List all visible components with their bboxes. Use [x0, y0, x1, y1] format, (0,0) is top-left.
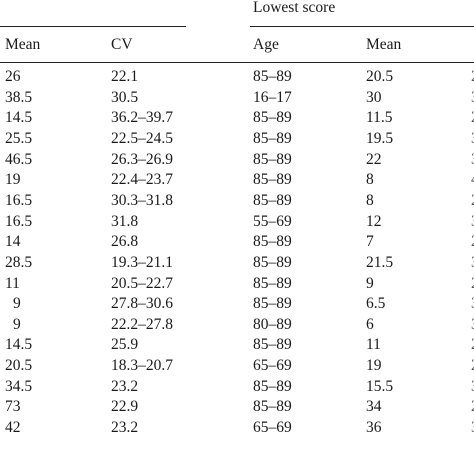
table-cell: 11 — [366, 336, 381, 354]
table-cell: 85–89 — [253, 295, 292, 313]
table-cell: 85–89 — [253, 68, 292, 85]
table-cell: 15.5 — [366, 377, 394, 395]
clipped-edge-glyph: 4 — [468, 171, 474, 189]
top-rule-right — [250, 26, 474, 27]
column-header-mean: Mean — [5, 36, 41, 53]
column-header-lowest-mean: Mean — [366, 36, 402, 53]
table-cell: 20.5–22.7 — [111, 274, 173, 292]
table-cell: 19 — [366, 357, 382, 375]
clipped-edge-glyph: 3 — [468, 378, 474, 396]
table-cell: 19 — [5, 171, 21, 189]
table-cell: 16.5 — [5, 191, 33, 209]
table-cell: 85–89 — [253, 191, 292, 209]
table-cell: 36 — [366, 419, 382, 437]
table-cell: 46.5 — [5, 150, 33, 168]
table-cell: 26 — [5, 68, 21, 85]
table-cell: 85–89 — [253, 398, 292, 416]
table-cell: 55–69 — [253, 212, 292, 230]
clipped-edge-glyph: 2 — [468, 398, 474, 416]
table-cell: 73 — [5, 398, 21, 416]
table-cell: 12 — [366, 212, 382, 230]
table-cell: 22 — [366, 150, 382, 168]
table-cell: 80–89 — [253, 315, 292, 333]
table-cell: 38.5 — [5, 88, 33, 106]
table-cell: 85–89 — [253, 171, 292, 189]
table-cell: 9 — [13, 315, 21, 333]
table-cell: 6 — [366, 315, 374, 333]
table-cell: 26.8 — [111, 233, 139, 251]
table-cell: 85–89 — [253, 274, 292, 292]
table-cell: 8 — [366, 171, 374, 189]
table-cell: 22.1 — [111, 68, 139, 85]
table-cell: 31.8 — [111, 212, 139, 230]
column-header-cv: CV — [111, 36, 133, 53]
table-cell: 23.2 — [111, 377, 139, 395]
table-cell: 65–69 — [253, 419, 292, 437]
table-cell: 11 — [5, 274, 20, 292]
clipped-edge-glyph: 3 — [468, 89, 474, 107]
clipped-edge-glyph: 2 — [468, 357, 474, 375]
table-cell: 22.5–24.5 — [111, 129, 173, 147]
table-cell: 18.3–20.7 — [111, 357, 173, 375]
table-cell: 85–89 — [253, 150, 292, 168]
table-cell: 8 — [366, 191, 374, 209]
table-cell: 85–89 — [253, 109, 292, 127]
table-cell: 16–17 — [253, 88, 292, 106]
clipped-edge-glyph: 3 — [468, 316, 474, 334]
table-cell: 85–89 — [253, 377, 292, 395]
table-cell: 19.3–21.1 — [111, 253, 173, 271]
clipped-edge-glyph: 2 — [468, 336, 474, 354]
table-cell: 21.5 — [366, 253, 394, 271]
header-rule — [0, 62, 474, 63]
table-cell: 9 — [366, 274, 374, 292]
table-cell: 14 — [5, 233, 21, 251]
table-cell: 20.5 — [366, 68, 394, 85]
table-cell: 14.5 — [5, 109, 33, 127]
clipped-edge-glyph: 3 — [468, 130, 474, 148]
clipped-edge-glyph: 2 — [468, 192, 474, 210]
table-cell: 22.4–23.7 — [111, 171, 173, 189]
table-cell: 30.5 — [111, 88, 139, 106]
column-header-age: Age — [253, 36, 279, 53]
table-cell: 34 — [366, 398, 382, 416]
table-cell: 85–89 — [253, 129, 292, 147]
clipped-edge-glyph: 3 — [468, 254, 474, 272]
table-cell: 25.5 — [5, 129, 33, 147]
table-cell: 6.5 — [366, 295, 386, 313]
table-cell: 34.5 — [5, 377, 33, 395]
top-rule-left — [0, 26, 186, 27]
table-cell: 42 — [5, 419, 21, 437]
group-header-lowest-score: Lowest score — [253, 0, 336, 16]
table-cell: 14.5 — [5, 336, 33, 354]
table-cell: 22.9 — [111, 398, 139, 416]
clipped-edge-glyph: 3 — [468, 213, 474, 231]
table-cell: 85–89 — [253, 253, 292, 271]
table-cell: 11.5 — [366, 109, 393, 127]
table-cell: 22.2–27.8 — [111, 315, 173, 333]
table-cell: 85–89 — [253, 336, 292, 354]
table-cell: 7 — [366, 233, 374, 251]
table-cell: 27.8–30.6 — [111, 295, 173, 313]
clipped-edge-glyph: 2 — [468, 233, 474, 251]
table-cell: 9 — [13, 295, 21, 313]
clipped-edge-glyph: 2 — [468, 68, 474, 86]
table-cell: 25.9 — [111, 336, 139, 354]
table-cell: 23.2 — [111, 419, 139, 437]
table-cell: 85–89 — [253, 233, 292, 251]
table-cell: 65–69 — [253, 357, 292, 375]
table-cell: 28.5 — [5, 253, 33, 271]
table-cell: 19.5 — [366, 129, 394, 147]
clipped-edge-glyph: 2 — [468, 109, 474, 127]
table-cell: 26.3–26.9 — [111, 150, 173, 168]
clipped-edge-glyph: 3 — [468, 151, 474, 169]
table-cell: 30 — [366, 88, 382, 106]
table-cell: 36.2–39.7 — [111, 109, 173, 127]
table-cell: 20.5 — [5, 357, 33, 375]
table-cell: 30.3–31.8 — [111, 191, 173, 209]
clipped-edge-glyph: 3 — [468, 419, 474, 437]
clipped-edge-glyph: 3 — [468, 295, 474, 313]
clipped-edge-glyph: 2 — [468, 275, 474, 293]
table-cell: 16.5 — [5, 212, 33, 230]
